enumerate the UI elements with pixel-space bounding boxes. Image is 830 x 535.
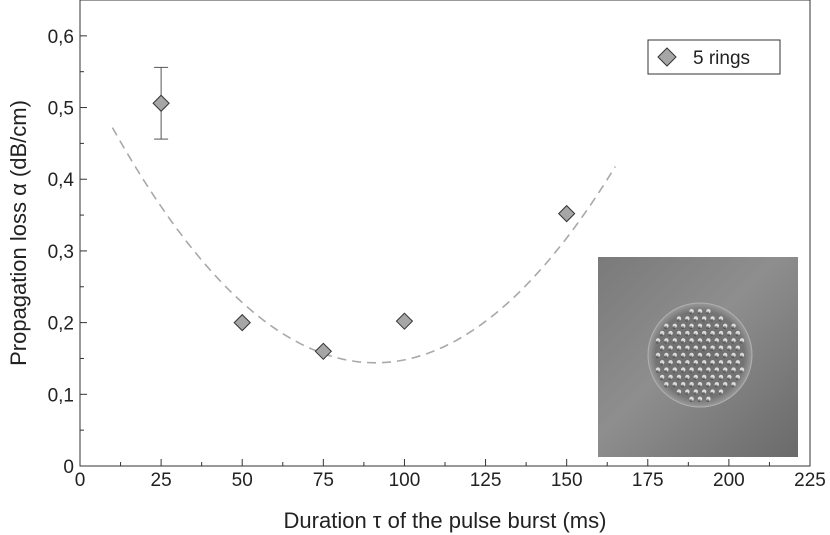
data-point-diamond [152,94,170,112]
y-tick-label: 0,1 [48,385,74,406]
x-tick-label: 200 [713,470,745,491]
legend-marker-diamond [657,47,677,67]
x-tick-label: 125 [470,470,502,491]
x-axis-ticks: 0 25 50 75 100 125 150 175 200 225 [75,459,826,491]
data-points [152,66,576,360]
x-tick-label: 25 [151,470,172,491]
x-tick-label: 225 [794,470,826,491]
y-tick-label: 0 [63,457,74,478]
x-tick-label: 150 [551,470,583,491]
x-tick-label: 50 [232,470,253,491]
y-tick-label: 0,6 [48,27,74,48]
data-point-diamond [314,342,333,360]
data-point-diamond [557,204,576,223]
y-tick-label: 0,3 [48,242,74,263]
x-axis-title: Duration τ of the pulse burst (ms) [284,508,607,533]
y-tick-label: 0,2 [48,314,74,335]
legend-label: 5 rings [693,48,750,69]
data-point-diamond [233,313,251,332]
y-tick-label: 0,5 [48,99,74,120]
fit-curve [111,127,616,364]
legend: 5 rings [647,39,781,75]
x-tick-label: 100 [389,470,421,491]
x-tick-label: 75 [313,470,334,491]
y-axis-title: Propagation loss α (dB/cm) [6,100,31,366]
data-point-diamond [395,312,414,330]
x-tick-label: 0 [75,470,86,491]
x-tick-label: 175 [632,470,664,491]
y-tick-label: 0,4 [48,170,75,191]
fit-curve-group [111,127,616,364]
y-axis-ticks: 0 0,1 0,2 0,3 0,4 0,5 0,6 [48,0,87,478]
inset-micrograph [598,257,798,457]
